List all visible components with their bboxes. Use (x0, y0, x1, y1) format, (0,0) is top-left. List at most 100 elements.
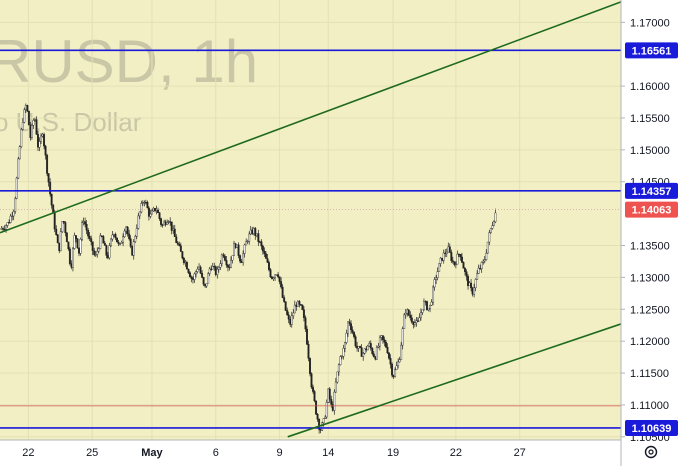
candle-body (296, 301, 299, 307)
price-tag (625, 419, 678, 436)
candle-body (97, 248, 100, 252)
candle-body (295, 304, 298, 307)
candle-body (337, 364, 340, 373)
candle-body (108, 245, 111, 259)
candle-body (254, 228, 257, 236)
y-tick-label: 1.16000 (630, 81, 670, 93)
candle-body (345, 332, 348, 343)
candle-body (421, 309, 424, 313)
candle-body (312, 386, 314, 392)
candle-body (193, 273, 196, 280)
candle-body (467, 276, 469, 286)
trend-line[interactable] (287, 323, 622, 438)
candle-body (394, 369, 397, 378)
candle-body (328, 388, 331, 400)
candle-body (166, 222, 169, 225)
candle-body (99, 235, 102, 249)
candle-body (125, 226, 128, 232)
x-tick-label: 22 (450, 447, 462, 459)
price-axis[interactable] (621, 0, 680, 466)
candle-body (27, 110, 30, 126)
candle-body (357, 346, 360, 349)
candle-body (388, 352, 390, 359)
price-tag (625, 182, 678, 199)
candle-body (462, 262, 465, 269)
candle-body (257, 233, 260, 242)
candle-body (381, 335, 384, 341)
candle-body (208, 268, 211, 274)
candle-body (413, 322, 416, 325)
horizontal-levels (0, 49, 621, 429)
candle-body (448, 246, 451, 253)
candle-body (245, 241, 248, 246)
candle-body (149, 213, 152, 217)
candle-body (67, 241, 70, 250)
candle-body (263, 250, 266, 254)
candle-body (401, 328, 404, 346)
candle-body (464, 268, 466, 272)
candle-body (103, 242, 106, 246)
x-tick-label: 19 (387, 447, 399, 459)
candle-body (456, 253, 459, 265)
candle-body (438, 263, 441, 272)
price-axis-ticks: 1.170001.160001.155001.150001.145001.135… (621, 17, 670, 444)
candle-body (275, 274, 278, 276)
candle-body (44, 145, 47, 156)
candle-body (20, 129, 23, 147)
candle-body (192, 278, 194, 280)
candle-body (477, 267, 480, 274)
trend-lines (0, 1, 622, 438)
gear-icon[interactable] (644, 445, 658, 459)
candle-body (461, 256, 463, 263)
candle-body (175, 236, 178, 243)
candle-body (226, 264, 229, 268)
time-axis[interactable] (0, 440, 621, 466)
candle-body (225, 260, 228, 266)
candle-body (195, 271, 197, 275)
trend-line[interactable] (0, 1, 622, 234)
candle-body (169, 221, 172, 223)
candle-body (315, 400, 318, 415)
candle-body (43, 134, 46, 147)
candle-body (251, 229, 254, 234)
candle-body (435, 277, 438, 280)
candle-body (427, 307, 430, 311)
candle-body (119, 243, 121, 245)
candle-body (249, 229, 252, 235)
candle-body (30, 125, 33, 138)
candle-body (385, 341, 387, 348)
candle-body (324, 416, 327, 419)
candle-body (26, 105, 29, 112)
candle-body (322, 418, 325, 423)
candle-body (87, 229, 90, 237)
candle-body (298, 301, 301, 305)
candle-body (190, 276, 193, 279)
candle-body (327, 388, 330, 403)
candle-body (371, 348, 374, 355)
candle-body (389, 358, 392, 365)
candle-body (313, 391, 316, 402)
x-tick-label: 9 (277, 447, 283, 459)
candle-body (0, 228, 3, 230)
candle-body (123, 230, 126, 237)
candle-body (375, 347, 378, 360)
candle-body (398, 359, 401, 363)
candle-body (11, 215, 14, 218)
candle-body (14, 198, 17, 212)
candle-body (457, 253, 460, 256)
candle-body (102, 236, 105, 244)
candle-body (306, 328, 308, 345)
candle-body (143, 201, 146, 204)
candle-body (426, 301, 428, 311)
candle-body (474, 279, 477, 288)
candle-body (211, 266, 214, 270)
candle-body (113, 234, 115, 236)
candle-body (216, 269, 219, 275)
candle-body (94, 254, 97, 256)
candle-body (266, 258, 269, 263)
candle-body (29, 124, 32, 138)
candle-body (32, 120, 35, 126)
candle-body (188, 272, 191, 278)
candle-body (429, 304, 431, 309)
candle-body (391, 363, 394, 376)
